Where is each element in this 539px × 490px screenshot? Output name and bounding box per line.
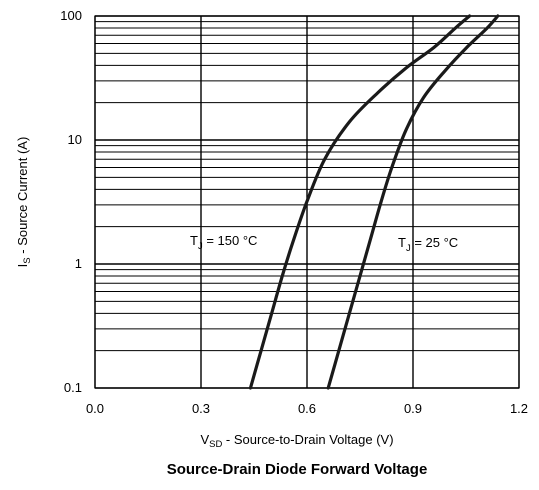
y-tick-label: 10 — [68, 132, 82, 147]
y-tick-label: 1 — [75, 256, 82, 271]
y-tick-label: 100 — [60, 8, 82, 23]
series-label-150c: TJ = 150 °C — [190, 233, 257, 252]
x-tick-label: 1.2 — [510, 401, 528, 416]
x-axis-title: VSD - Source-to-Drain Voltage (V) — [200, 432, 393, 450]
x-tick-label: 0.9 — [404, 401, 422, 416]
series-label-25c: TJ = 25 °C — [398, 235, 458, 254]
series-line-0 — [248, 14, 472, 390]
x-tick-label: 0.6 — [298, 401, 316, 416]
tick-labels: 0.0 0.3 0.6 0.9 1.2 0.1 1 10 100 — [60, 8, 528, 416]
series-layer — [248, 14, 500, 390]
plot-frame — [94, 15, 520, 389]
chart-title: Source-Drain Diode Forward Voltage — [167, 461, 428, 478]
y-axis-title: IS - Source Current (A) — [15, 137, 33, 268]
y-tick-label: 0.1 — [64, 380, 82, 395]
series-line-1 — [326, 14, 500, 390]
x-tick-label: 0.3 — [192, 401, 210, 416]
x-tick-label: 0.0 — [86, 401, 104, 416]
